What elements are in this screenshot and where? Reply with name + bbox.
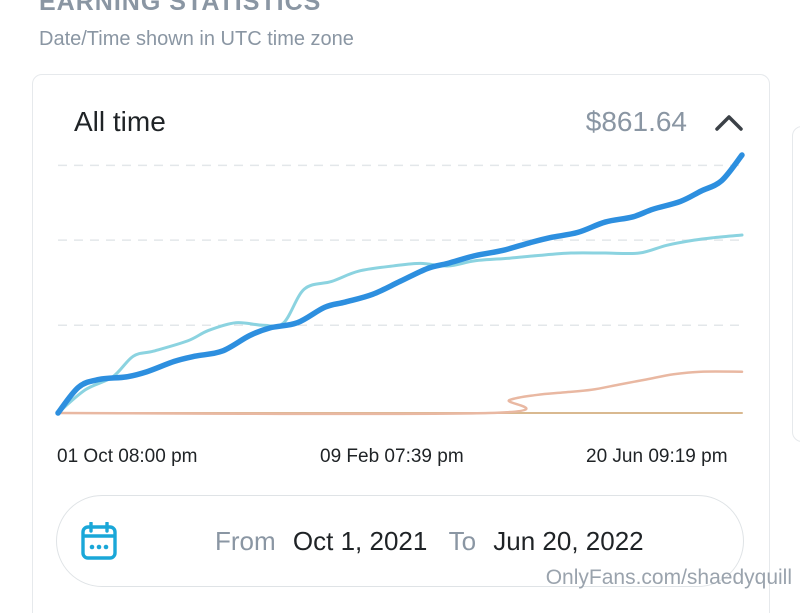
x-tick-label: 01 Oct 08:00 pm [57,446,198,467]
to-date: Jun 20, 2022 [493,526,644,556]
section-subtitle: Date/Time shown in UTC time zone [39,28,354,50]
watermark: OnlyFans.com/shaedyquill [545,566,792,589]
x-tick-label: 09 Feb 07:39 pm [320,446,464,467]
calendar-icon [81,522,117,560]
date-range-text: From Oct 1, 2021 To Jun 20, 2022 [215,526,644,557]
to-label: To [448,526,477,556]
from-label: From [215,526,276,556]
date-range-picker[interactable]: From Oct 1, 2021 To Jun 20, 2022 [56,495,744,587]
section-title: EARNING STATISTICS [39,0,322,16]
x-tick-label: 20 Jun 09:19 pm [586,446,728,467]
series-line-2 [56,233,744,415]
period-title: All time [74,106,166,137]
collapse-button[interactable] [712,108,746,136]
series-line-1 [55,152,745,416]
period-total: $861.64 [585,106,687,137]
from-date: Oct 1, 2021 [292,526,428,556]
chart-grid [58,164,744,327]
chevron-up-icon [715,115,743,131]
chart-lines [55,152,745,416]
series-line-3 [56,370,744,416]
